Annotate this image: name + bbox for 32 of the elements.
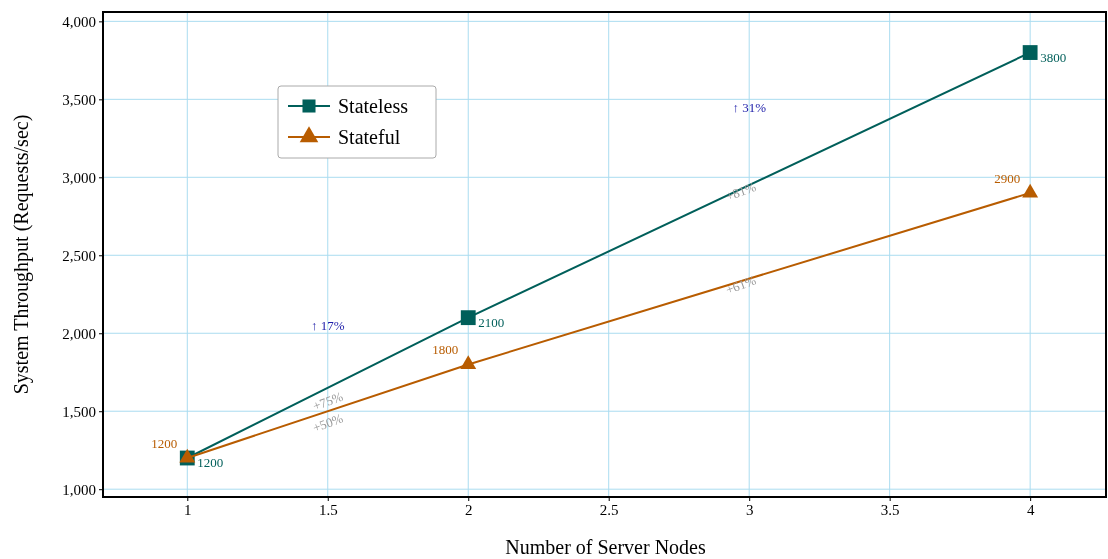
x-tick-label: 3 <box>745 501 754 518</box>
data-label: 3800 <box>1040 49 1067 65</box>
y-axis-title: System Throughput (Requests/sec) <box>10 114 33 395</box>
y-tick-label: 3,500 <box>62 91 96 108</box>
y-tick-label: 4,000 <box>62 13 96 30</box>
point <box>1022 183 1039 198</box>
data-label: 1200 <box>197 455 224 471</box>
x-tick-label: 1.5 <box>318 501 338 518</box>
y-tick-label: 2,500 <box>62 247 96 264</box>
y-tick-label: 3,000 <box>62 169 96 186</box>
x-tick-label: 3.5 <box>880 501 900 518</box>
point <box>460 355 477 370</box>
x-axis-title: Number of Server Nodes <box>505 536 706 558</box>
point <box>1022 45 1038 60</box>
x-tick-label: 2.5 <box>599 501 619 518</box>
x-tick-label: 2 <box>464 501 473 518</box>
data-label: 1200 <box>151 436 178 452</box>
x-tick-label: 1 <box>184 501 192 518</box>
y-tick-label: 1,000 <box>62 481 96 498</box>
x-tick-label: 4 <box>1026 501 1035 518</box>
annotation: ↑ 31% <box>732 99 767 115</box>
annotation: +81% <box>723 178 759 204</box>
data-label: 2900 <box>994 170 1021 186</box>
annotation: +61% <box>723 272 759 298</box>
annotation: ↑ 17% <box>310 318 345 334</box>
point <box>460 310 476 326</box>
data-label: 1800 <box>432 342 459 358</box>
legend-label: Stateless <box>338 95 409 117</box>
legend-label: Stateful <box>338 126 401 148</box>
data-label: 2100 <box>478 314 505 330</box>
y-tick-label: 2,000 <box>62 325 96 342</box>
y-tick-label: 1,500 <box>62 403 96 420</box>
